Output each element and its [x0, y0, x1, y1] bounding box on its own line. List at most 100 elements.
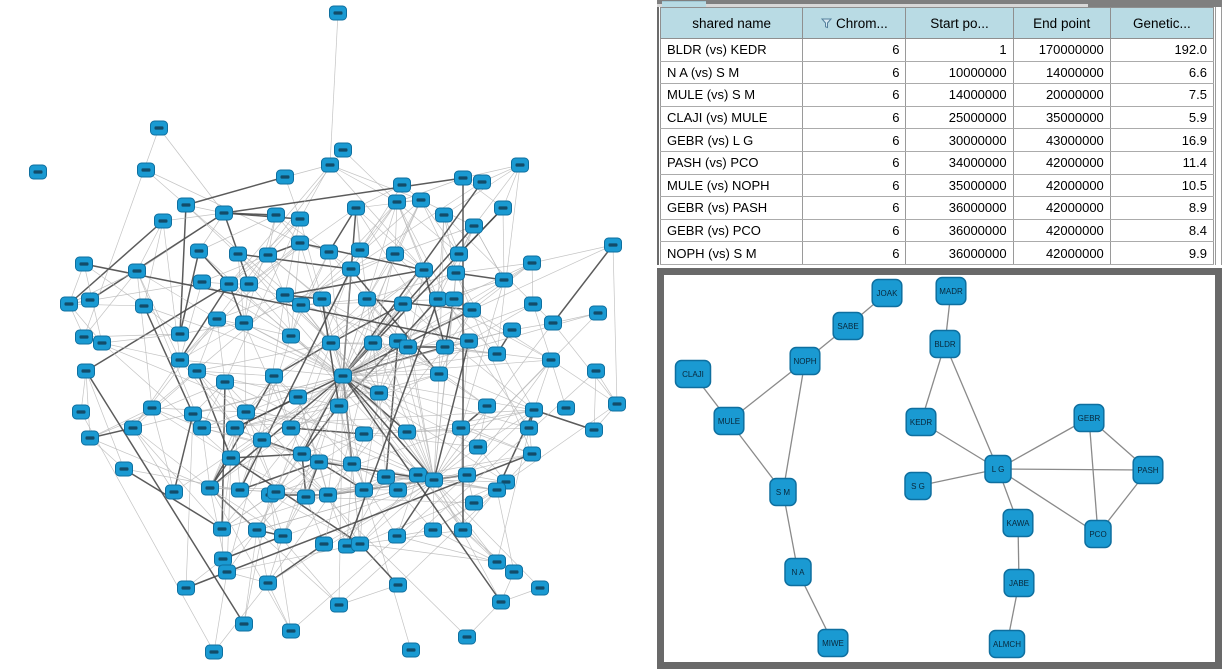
network-node[interactable] — [235, 315, 253, 331]
network-node[interactable] — [430, 366, 448, 382]
network-node[interactable] — [171, 352, 189, 368]
network-node[interactable] — [124, 420, 142, 436]
network-node[interactable] — [377, 469, 395, 485]
network-node[interactable] — [322, 335, 340, 351]
network-node[interactable] — [253, 432, 271, 448]
table-cell[interactable]: GEBR (vs) PASH — [659, 196, 804, 220]
network-node[interactable] — [465, 495, 483, 511]
network-node[interactable] — [321, 157, 339, 173]
table-row[interactable]: N A (vs) S M 6 10000000 14000000 6.6 — [659, 61, 1215, 85]
network-node[interactable] — [415, 262, 433, 278]
network-node[interactable] — [523, 446, 541, 462]
network-node[interactable] — [388, 194, 406, 210]
network-node[interactable] — [351, 536, 369, 552]
table-scrollbar[interactable] — [1215, 7, 1222, 265]
network-node[interactable] — [297, 489, 315, 505]
network-node[interactable] — [424, 522, 442, 538]
table-cell[interactable]: 6 — [802, 151, 907, 175]
network-node[interactable] — [201, 480, 219, 496]
column-header[interactable]: End point — [1012, 7, 1111, 39]
network-node[interactable] — [215, 205, 233, 221]
network-node[interactable] — [402, 642, 420, 658]
network-node[interactable] — [608, 396, 626, 412]
network-node[interactable] — [213, 521, 231, 537]
node-joak[interactable]: JOAK — [871, 278, 903, 308]
network-edge[interactable] — [944, 343, 999, 470]
node-kawa[interactable]: KAWA — [1002, 508, 1034, 538]
table-row[interactable]: BLDR (vs) KEDR 6 1 170000000 192.0 — [659, 38, 1215, 62]
network-node[interactable] — [143, 400, 161, 416]
table-cell[interactable]: 6 — [802, 83, 907, 107]
table-cell[interactable]: 30000000 — [905, 128, 1014, 152]
table-cell[interactable]: N A (vs) S M — [659, 61, 804, 85]
network-node[interactable] — [313, 291, 331, 307]
node-n-a[interactable]: N A — [784, 557, 812, 587]
network-node[interactable] — [355, 482, 373, 498]
table-cell[interactable]: MULE (vs) NOPH — [659, 174, 804, 198]
network-node[interactable] — [445, 291, 463, 307]
table-cell[interactable]: 42000000 — [1012, 196, 1111, 220]
table-cell[interactable]: 170000000 — [1012, 38, 1111, 62]
table-cell[interactable]: 20000000 — [1012, 83, 1111, 107]
node-gebr[interactable]: GEBR — [1073, 403, 1105, 433]
network-node[interactable] — [394, 296, 412, 312]
network-node[interactable] — [226, 420, 244, 436]
network-node[interactable] — [81, 430, 99, 446]
small-network-canvas[interactable]: JOAK MADR SABE BLDR NOPH CLAJI MULE KEDR GEBR L G… — [664, 275, 1215, 662]
network-node[interactable] — [488, 346, 506, 362]
network-node[interactable] — [425, 472, 443, 488]
network-node[interactable] — [463, 302, 481, 318]
network-node[interactable] — [128, 263, 146, 279]
network-node[interactable] — [177, 197, 195, 213]
network-node[interactable] — [436, 339, 454, 355]
network-node[interactable] — [72, 404, 90, 420]
network-node[interactable] — [81, 292, 99, 308]
node-l-g[interactable]: L G — [984, 454, 1012, 484]
table-cell[interactable]: 36000000 — [905, 196, 1014, 220]
network-node[interactable] — [389, 577, 407, 593]
network-edge[interactable] — [782, 360, 806, 493]
node-sabe[interactable]: SABE — [832, 311, 864, 341]
network-node[interactable] — [267, 207, 285, 223]
table-cell[interactable]: 8.9 — [1109, 196, 1215, 220]
network-node[interactable] — [604, 237, 622, 253]
network-node[interactable] — [184, 406, 202, 422]
network-node[interactable] — [231, 482, 249, 498]
network-node[interactable] — [398, 424, 416, 440]
panel-tab[interactable] — [662, 1, 706, 7]
network-node[interactable] — [409, 467, 427, 483]
network-node[interactable] — [265, 368, 283, 384]
node-bldr[interactable]: BLDR — [929, 329, 961, 359]
table-cell[interactable]: 36000000 — [905, 219, 1014, 243]
network-node[interactable] — [460, 333, 478, 349]
network-node[interactable] — [222, 450, 240, 466]
table-cell[interactable]: 36000000 — [905, 241, 1014, 265]
table-row[interactable]: MULE (vs) S M 6 14000000 20000000 7.5 — [659, 83, 1215, 107]
network-node[interactable] — [525, 402, 543, 418]
node-s-m[interactable]: S M — [769, 477, 797, 507]
table-cell[interactable]: GEBR (vs) PCO — [659, 219, 804, 243]
network-node[interactable] — [248, 522, 266, 538]
large-network-view[interactable] — [0, 0, 657, 669]
network-node[interactable] — [220, 276, 238, 292]
table-cell[interactable]: 8.4 — [1109, 219, 1215, 243]
network-node[interactable] — [289, 389, 307, 405]
network-node[interactable] — [469, 439, 487, 455]
network-node[interactable] — [171, 326, 189, 342]
column-header[interactable]: Start po... — [905, 7, 1014, 39]
network-node[interactable] — [589, 305, 607, 321]
network-node[interactable] — [503, 322, 521, 338]
table-row[interactable]: GEBR (vs) PCO 6 36000000 42000000 8.4 — [659, 219, 1215, 243]
column-header[interactable]: Chrom... — [802, 7, 907, 39]
table-cell[interactable]: 192.0 — [1109, 38, 1215, 62]
network-node[interactable] — [259, 247, 277, 263]
network-node[interactable] — [291, 211, 309, 227]
network-node[interactable] — [343, 456, 361, 472]
network-node[interactable] — [454, 170, 472, 186]
table-cell[interactable]: 6.6 — [1109, 61, 1215, 85]
network-node[interactable] — [450, 246, 468, 262]
network-node[interactable] — [188, 363, 206, 379]
network-node[interactable] — [355, 426, 373, 442]
table-cell[interactable]: BLDR (vs) KEDR — [659, 38, 804, 62]
network-node[interactable] — [240, 276, 258, 292]
